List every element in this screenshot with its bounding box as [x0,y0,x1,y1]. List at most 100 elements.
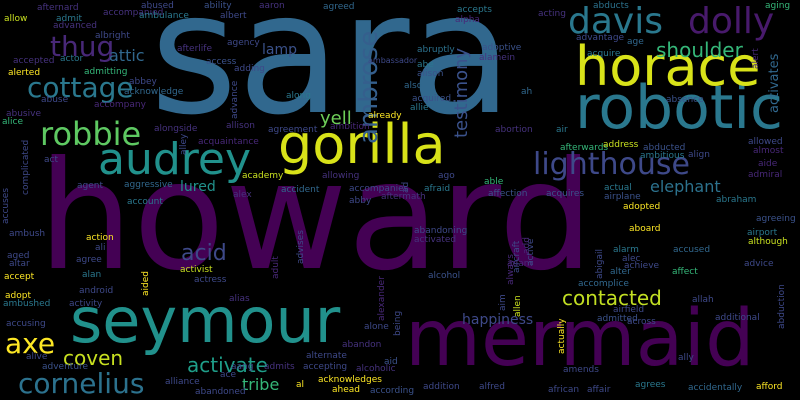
word-accuses: accuses [1,187,11,224]
word-accompany: accompany [94,100,146,110]
word-abby: abby [349,196,372,206]
word-accidentally: accidentally [688,383,743,393]
word-ah: ah [521,87,533,97]
word-ambushed: ambushed [3,299,51,309]
word-along: along [286,91,311,101]
word-aging: aging [765,1,791,11]
word-almost: almost [753,146,784,156]
word-agreement: agreement [268,125,318,135]
word-acting: acting [538,9,566,19]
word-albert: albert [220,11,247,21]
word-afternard: afternard [37,3,79,13]
word-al: al [296,380,305,390]
word-yell: yell [320,108,352,129]
word-actor: actor [60,54,84,64]
word-allowing: allowing [322,171,360,181]
word-complicated: complicated [21,139,31,195]
word-advanced: advanced [53,21,97,31]
word-adam: adam [507,259,533,269]
word-action: action [86,233,114,243]
word-advance: advance [230,80,240,119]
word-according: according [370,386,415,396]
word-admit: admit [56,14,83,24]
word-testimony: testimony [451,47,472,138]
word-age: age [627,37,644,47]
word-affair: affair [587,385,611,395]
word-abuse: abuse [41,95,69,105]
word-alter: alter [610,267,631,277]
word-acquaintance: acquaintance [198,137,259,147]
word-abduction: abduction [777,284,787,329]
word-cottage: cottage [27,71,134,104]
word-airport: airport [747,228,778,238]
word-alpha: alpha [455,15,480,25]
word-acknowledge: acknowledge [124,87,184,97]
word-agent: agent [77,181,103,191]
word-elephant: elephant [650,177,721,196]
word-allie: allie [410,103,429,113]
word-alert: alert [751,48,761,69]
word-alarm: alarm [613,245,639,255]
word-allison: allison [226,121,255,131]
word-howard: howard [38,130,594,304]
word-aid: aid [384,357,398,367]
word-alex: alex [233,190,252,200]
word-alcoholic: alcoholic [356,364,396,374]
word-abandoned: abandoned [195,387,246,397]
word-addition: addition [423,382,460,392]
word-alive: alive [26,352,48,362]
word-aide: aide [758,159,778,169]
word-although: although [748,237,788,247]
word-account: account [127,197,163,207]
word-acid: acid [181,241,227,266]
word-audrey: audrey [98,134,252,185]
word-afford: afford [756,382,783,392]
word-agreed: agreed [323,2,355,12]
word-alerted: alerted [8,68,41,78]
word-adult: adult [271,256,281,279]
word-aaron: aaron [259,1,285,11]
word-aided: aided [141,271,151,296]
word-advises: advises [296,230,306,264]
word-actually: actually [557,318,567,354]
word-mermaid: mermaid [405,294,755,384]
word-actual: actual [604,183,632,193]
word-abe: abe [417,60,434,70]
word-abigail: abigail [595,249,605,279]
word-sara: sara [150,0,513,152]
word-horace: horace [575,35,761,98]
word-act: act [44,155,58,165]
word-robbie: robbie [40,115,142,153]
word-accomplice: accomplice [578,279,629,289]
word-allah: allah [692,295,714,305]
word-ambush: ambush [9,229,46,239]
word-ali: ali [95,243,106,253]
word-activates: activates [767,53,782,113]
word-ability: ability [204,1,232,11]
word-amends: amends [563,365,599,375]
word-abruptly: abruptly [417,45,455,55]
word-ad: ad [401,181,411,193]
word-activate: activate [187,353,268,377]
word-adventure: adventure [42,362,89,372]
word-android: android [79,286,114,296]
word-aggressive: aggressive [124,180,173,190]
word-gorilla: gorilla [278,113,446,176]
word-acquire: acquire [587,49,621,59]
word-airplane: airplane [604,192,641,202]
word-always: always [506,254,516,285]
word-able: able [484,177,504,187]
word-abused: abused [141,1,174,11]
word-across: across [627,317,656,327]
word-cornelius: cornelius [18,367,145,400]
word-also: also [404,81,423,91]
word-already: already [368,111,402,121]
word-accused: accused [673,245,711,255]
word-additional: additional [715,313,760,323]
word-axe: axe [5,327,56,360]
word-alice: alice [2,117,24,127]
word-abbey: abbey [129,77,157,87]
word-afterwards: afterwards [560,143,609,153]
word-adopted: adopted [623,202,661,212]
word-add: add [522,237,532,254]
